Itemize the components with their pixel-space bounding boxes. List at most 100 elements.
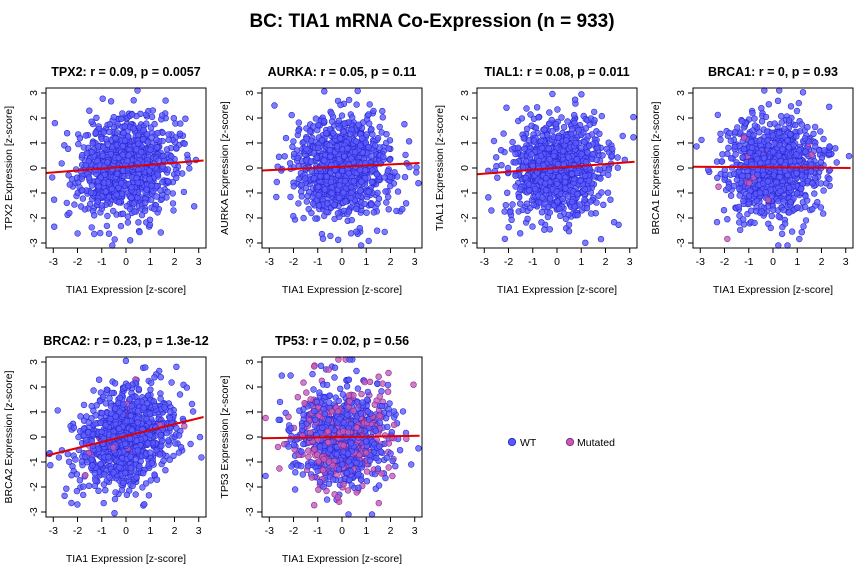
data-point-wt	[516, 200, 524, 207]
data-point-wt	[147, 449, 154, 456]
data-point-wt	[543, 131, 551, 139]
data-point-wt	[596, 166, 604, 173]
data-point-wt	[383, 131, 390, 138]
data-point-wt	[599, 152, 606, 159]
data-point-wt	[383, 139, 390, 147]
data-point-wt	[146, 167, 153, 174]
y-tick-label: -2	[459, 213, 471, 222]
data-point-wt	[165, 131, 172, 138]
data-point-wt	[118, 190, 126, 198]
panel-title: TP53: r = 0.02, p = 0.56	[275, 334, 409, 348]
data-point-wt	[780, 206, 787, 214]
data-point-wt	[796, 128, 804, 135]
data-point-wt	[103, 386, 111, 393]
data-point-wt	[384, 167, 392, 175]
data-point-mutated	[410, 381, 417, 388]
data-point-wt	[184, 151, 191, 159]
data-point-wt	[176, 130, 184, 137]
data-point-wt	[83, 436, 90, 444]
data-point-wt	[142, 364, 149, 371]
data-point-wt	[814, 199, 821, 206]
data-point-wt	[96, 229, 104, 237]
data-point-wt	[92, 129, 100, 136]
y-tick-label: 3	[28, 359, 40, 365]
data-point-wt	[148, 459, 156, 467]
data-point-wt	[91, 482, 99, 490]
x-tick-label: 0	[123, 525, 129, 537]
y-tick-label: 0	[244, 165, 256, 171]
data-point-wt	[99, 144, 107, 151]
data-point-wt	[769, 132, 776, 139]
data-point-wt	[795, 99, 802, 107]
data-point-wt	[833, 159, 840, 166]
data-point-wt	[347, 183, 355, 191]
data-point-wt	[725, 144, 732, 152]
data-point-wt	[91, 470, 99, 477]
panel-tpx2: TPX2: r = 0.09, p = 0.0057-3 -2 -1 0 1 2 3-3-2…	[3, 65, 207, 296]
data-point-wt	[581, 138, 588, 146]
data-point-wt	[546, 109, 553, 116]
data-point-wt	[350, 178, 357, 185]
data-point-wt	[63, 130, 71, 137]
data-point-wt	[763, 128, 771, 135]
data-point-wt	[100, 499, 107, 507]
data-point-wt	[107, 150, 115, 158]
data-point-wt	[367, 152, 375, 160]
x-axis-label: TIA1 Expression [z-score]	[66, 553, 186, 565]
data-point-wt	[86, 107, 93, 114]
data-point-wt	[106, 120, 114, 128]
data-point-wt	[820, 135, 827, 143]
panel-title: TIAL1: r = 0.08, p = 0.011	[484, 65, 629, 79]
data-point-wt	[596, 130, 603, 138]
x-tick-label: 3	[843, 256, 849, 268]
data-point-wt	[572, 139, 579, 147]
data-point-wt	[281, 153, 288, 160]
data-point-wt	[823, 180, 830, 187]
data-point-wt	[66, 181, 74, 188]
data-point-wt	[98, 410, 106, 417]
y-tick-label: 2	[28, 384, 40, 390]
data-point-wt	[530, 201, 537, 209]
data-point-wt	[318, 137, 326, 144]
data-point-wt	[768, 212, 775, 220]
data-point-wt	[146, 216, 154, 224]
data-point-wt	[165, 437, 172, 444]
data-point-wt	[113, 191, 120, 198]
data-point-wt	[588, 131, 596, 138]
data-point-wt	[282, 134, 290, 142]
data-point-wt	[120, 401, 127, 408]
data-point-wt	[63, 485, 70, 492]
data-point-wt	[132, 491, 139, 498]
data-point-wt	[820, 187, 827, 194]
data-point-wt	[380, 153, 387, 161]
data-point-wt	[718, 158, 725, 165]
data-point-wt	[331, 201, 338, 208]
x-tick-label: -1	[97, 256, 106, 268]
data-point-wt	[105, 230, 113, 237]
data-point-wt	[156, 451, 164, 458]
data-point-wt	[80, 483, 87, 490]
data-point-wt	[151, 402, 159, 410]
panel-brca2: BRCA2: r = 0.23, p = 1.3e-12-3 -2 -1 0 1 2 3-3…	[3, 334, 209, 565]
data-point-wt	[100, 129, 108, 136]
data-point-wt	[793, 190, 801, 197]
data-point-wt	[126, 237, 134, 244]
y-tick-label: -2	[28, 482, 40, 491]
data-point-wt	[366, 101, 373, 108]
data-point-wt	[68, 176, 76, 183]
data-point-wt	[86, 200, 94, 208]
y-tick-label: 3	[244, 90, 256, 96]
y-tick-label: -3	[675, 238, 687, 247]
data-point-wt	[77, 413, 84, 420]
data-point-mutated	[724, 235, 731, 243]
data-point-wt	[133, 174, 140, 182]
data-point-wt	[121, 123, 129, 130]
data-point-wt	[262, 472, 269, 480]
data-point-wt	[154, 129, 161, 137]
data-point-wt	[750, 132, 757, 139]
data-point-wt	[144, 138, 152, 146]
data-point-wt	[717, 130, 724, 138]
data-point-wt	[309, 200, 317, 207]
data-point-wt	[82, 132, 90, 139]
data-point-wt	[525, 181, 533, 188]
